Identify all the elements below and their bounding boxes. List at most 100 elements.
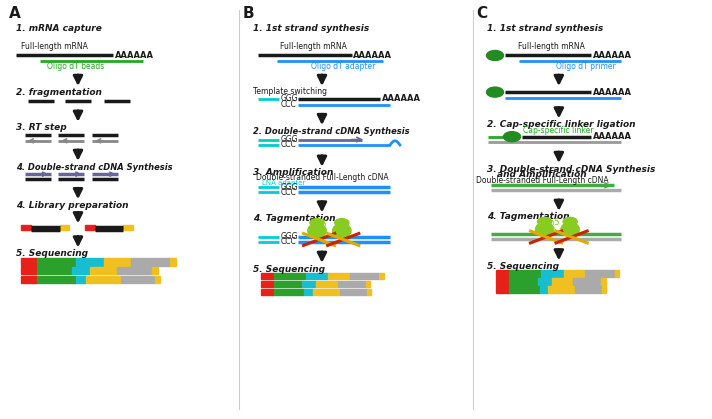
Text: Double-stranded Full-Length cDNA: Double-stranded Full-Length cDNA <box>476 176 608 185</box>
Bar <box>316 281 337 287</box>
Text: 2. Double-strand cDNA Synthesis: 2. Double-strand cDNA Synthesis <box>253 127 410 136</box>
Bar <box>76 258 104 266</box>
Bar <box>120 276 155 283</box>
Bar <box>509 278 538 285</box>
Bar <box>155 276 160 283</box>
Bar <box>602 286 607 293</box>
Circle shape <box>486 51 503 60</box>
Text: A: A <box>9 6 20 21</box>
Text: GGG: GGG <box>281 233 298 241</box>
Text: LNA adapter: LNA adapter <box>263 180 305 186</box>
Text: Full-length mRNA: Full-length mRNA <box>21 42 88 51</box>
Text: Double-stranded Full-Length cDNA: Double-stranded Full-Length cDNA <box>256 173 388 182</box>
Bar <box>540 286 548 293</box>
Bar <box>60 225 70 230</box>
Bar <box>575 286 602 293</box>
Bar <box>305 273 328 279</box>
Text: 1. 1st strand synthesis: 1. 1st strand synthesis <box>253 24 370 33</box>
Bar <box>496 286 509 293</box>
Bar <box>564 270 585 277</box>
Bar <box>86 276 120 283</box>
Text: GGG: GGG <box>281 183 298 192</box>
Ellipse shape <box>333 224 351 238</box>
Text: 5. Sequencing: 5. Sequencing <box>16 249 88 258</box>
Bar <box>328 273 350 279</box>
Text: 3. RT step: 3. RT step <box>16 124 66 132</box>
Text: 4. Double-strand cDNA Synthesis: 4. Double-strand cDNA Synthesis <box>16 163 172 171</box>
Circle shape <box>563 217 577 226</box>
Ellipse shape <box>535 222 554 237</box>
Bar <box>261 289 273 295</box>
Text: AAAAAA: AAAAAA <box>353 51 392 60</box>
Bar <box>615 270 619 277</box>
Text: Oligo dT primer: Oligo dT primer <box>556 62 616 71</box>
Text: 1. 1st strand synthesis: 1. 1st strand synthesis <box>487 24 604 33</box>
Ellipse shape <box>561 222 580 237</box>
Text: C: C <box>476 6 488 21</box>
Text: GGG: GGG <box>281 94 298 103</box>
Circle shape <box>486 87 503 97</box>
Bar <box>585 270 615 277</box>
Bar <box>509 270 541 277</box>
Bar <box>367 289 371 295</box>
Text: 2. Cap-specific linker ligation: 2. Cap-specific linker ligation <box>487 120 636 129</box>
Text: and Amplification: and Amplification <box>497 170 587 179</box>
Circle shape <box>335 219 349 227</box>
Bar <box>350 273 379 279</box>
Bar <box>273 273 305 279</box>
Bar <box>261 273 273 279</box>
Bar <box>538 278 552 285</box>
Bar <box>117 267 152 274</box>
Bar <box>379 273 384 279</box>
Text: Cap-specific linker: Cap-specific linker <box>523 126 594 135</box>
Text: CCC: CCC <box>281 188 297 197</box>
Bar <box>602 278 606 285</box>
Text: Oligo dT adapter: Oligo dT adapter <box>311 62 375 71</box>
Text: Tn5: Tn5 <box>311 220 327 229</box>
Bar <box>552 278 573 285</box>
Bar <box>21 276 37 283</box>
Bar <box>73 267 90 274</box>
Text: 4. Tagmentation: 4. Tagmentation <box>487 212 570 221</box>
Circle shape <box>503 132 520 142</box>
Bar <box>37 267 73 274</box>
Bar <box>90 267 117 274</box>
Text: 3. Double-strand cDNA Synthesis: 3. Double-strand cDNA Synthesis <box>487 165 656 173</box>
Bar <box>304 289 313 295</box>
Text: 3. Amplification: 3. Amplification <box>253 168 333 177</box>
Bar <box>337 281 366 287</box>
Text: 4. Library preparation: 4. Library preparation <box>16 201 128 210</box>
Bar <box>541 270 564 277</box>
Text: CCC: CCC <box>281 140 297 150</box>
Text: AAAAAA: AAAAAA <box>593 132 632 141</box>
Text: GGG: GGG <box>281 135 298 144</box>
Bar <box>21 225 31 230</box>
Circle shape <box>310 219 324 227</box>
Bar <box>21 267 37 274</box>
Text: Full-length mRNA: Full-length mRNA <box>518 42 585 51</box>
Text: Template switching: Template switching <box>253 87 327 96</box>
Text: 1. mRNA capture: 1. mRNA capture <box>16 24 101 33</box>
Bar <box>85 225 95 230</box>
Text: AAAAAA: AAAAAA <box>593 51 632 60</box>
Text: 2. fragmentation: 2. fragmentation <box>16 88 101 97</box>
Bar <box>37 276 76 283</box>
Text: AAAAAA: AAAAAA <box>115 51 154 60</box>
Circle shape <box>538 217 552 226</box>
Bar <box>340 289 367 295</box>
Text: AAAAAA: AAAAAA <box>593 88 632 97</box>
Bar <box>496 278 509 285</box>
Text: CCC: CCC <box>281 100 297 109</box>
Bar <box>496 270 509 277</box>
Bar <box>313 289 340 295</box>
Text: AAAAAA: AAAAAA <box>382 94 421 103</box>
Bar <box>261 281 273 287</box>
Bar <box>104 258 131 266</box>
Text: 5. Sequencing: 5. Sequencing <box>487 262 560 271</box>
Bar <box>366 281 370 287</box>
Bar <box>152 267 158 274</box>
Bar <box>302 281 316 287</box>
Bar <box>573 278 602 285</box>
Text: 4. Tagmentation: 4. Tagmentation <box>253 214 335 223</box>
Text: Full-length mRNA: Full-length mRNA <box>280 42 347 51</box>
